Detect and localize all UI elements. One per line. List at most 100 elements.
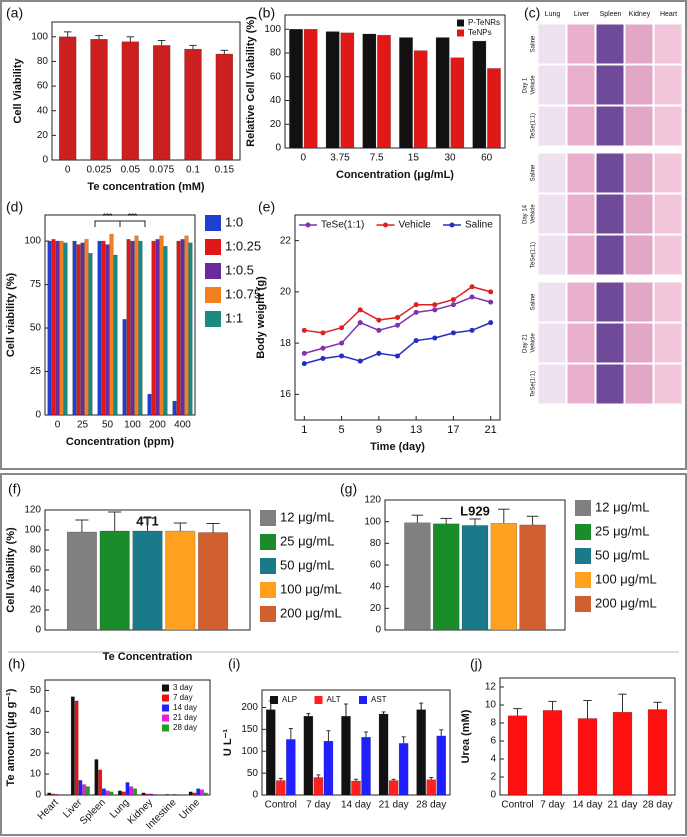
legend-label: AST xyxy=(371,695,387,704)
y-axis-label: Cell viability (%) xyxy=(5,272,17,357)
tissue-image xyxy=(624,234,654,276)
tissue-image xyxy=(653,152,683,194)
x-tick-label: 21 xyxy=(485,424,497,436)
bar xyxy=(118,790,122,796)
marker xyxy=(432,307,438,313)
y-tick-label: 100 xyxy=(364,516,381,527)
bar xyxy=(413,50,428,149)
bar xyxy=(188,242,193,416)
bar xyxy=(163,246,168,416)
panel-label: (d) xyxy=(6,199,23,215)
y-tick-label: 12 xyxy=(485,682,497,693)
y-tick-label: 40 xyxy=(37,105,49,116)
legend-label: 3 day xyxy=(173,683,193,692)
bar xyxy=(58,36,77,161)
bar xyxy=(74,700,79,796)
panel-label: (h) xyxy=(8,656,25,672)
row-label: TeSe(1:1) xyxy=(531,242,537,268)
marker xyxy=(469,327,475,333)
y-tick-label: 120 xyxy=(364,495,381,506)
tissue-image xyxy=(595,234,625,276)
bar xyxy=(63,242,68,416)
bar xyxy=(519,524,546,631)
marker xyxy=(301,361,307,367)
tissue-image xyxy=(566,23,596,65)
bar xyxy=(80,242,85,416)
y-axis-label: Body weight (g) xyxy=(255,276,267,359)
y-tick-label: 200 xyxy=(241,702,258,713)
bar xyxy=(132,530,163,631)
bar xyxy=(361,737,371,796)
x-axis-label: Time (day) xyxy=(370,441,425,453)
tissue-image xyxy=(537,152,567,194)
day-label: Day 21 xyxy=(523,333,529,353)
x-tick-label: 0.05 xyxy=(121,165,141,176)
bar xyxy=(133,788,137,796)
legend-label: 7 day xyxy=(173,693,193,702)
legend-label: 28 day xyxy=(173,723,197,732)
x-tick-label: 7.5 xyxy=(370,153,384,164)
y-tick-label: 0 xyxy=(35,625,41,636)
legend-swatch xyxy=(575,524,591,540)
legend-label: 200 μg/mL xyxy=(280,605,342,620)
y-tick-label: 100 xyxy=(241,746,258,757)
y-tick-label: 10 xyxy=(30,769,42,780)
legend-swatch xyxy=(162,704,169,712)
y-tick-label: 16 xyxy=(280,389,292,400)
x-axis-label: Te concentration (mM) xyxy=(87,181,204,193)
y-tick-label: 50 xyxy=(30,685,42,696)
bar xyxy=(152,794,157,796)
marker xyxy=(339,340,345,346)
marker xyxy=(357,320,363,326)
chart-title: L929 xyxy=(460,503,490,518)
panel-label: (g) xyxy=(340,481,357,497)
legend-marker xyxy=(305,222,311,228)
legend-swatch xyxy=(260,558,276,574)
bar xyxy=(126,239,131,416)
tissue-image xyxy=(653,105,683,147)
bar xyxy=(97,240,102,416)
bar xyxy=(59,240,64,416)
legend-label: Saline xyxy=(465,220,493,231)
legend-swatch xyxy=(205,239,221,255)
bar xyxy=(198,532,229,631)
bar xyxy=(362,33,377,149)
y-tick-label: 20 xyxy=(270,119,282,130)
y-tick-label: 120 xyxy=(24,505,41,516)
plot-frame xyxy=(294,214,501,421)
bar xyxy=(101,788,106,796)
y-tick-label: 8 xyxy=(490,718,496,729)
x-tick-label: 17 xyxy=(447,424,459,436)
bar xyxy=(472,40,487,149)
marker xyxy=(376,327,382,333)
bar xyxy=(151,240,156,416)
legend-label: 25 μg/mL xyxy=(595,523,649,538)
legend-label: TeSe(1:1) xyxy=(321,220,364,231)
y-tick-label: 60 xyxy=(270,71,282,82)
y-tick-label: 60 xyxy=(30,565,42,576)
bar xyxy=(165,530,196,631)
marker xyxy=(357,358,363,364)
bar xyxy=(435,37,450,149)
column-label: Kidney xyxy=(629,11,651,18)
tissue-image xyxy=(595,152,625,194)
bar xyxy=(289,29,303,149)
bar xyxy=(149,793,154,796)
legend-swatch xyxy=(162,694,169,702)
marker xyxy=(413,338,419,344)
plot-frame xyxy=(284,14,506,149)
y-axis-label: Relative Cell Viability (%) xyxy=(245,16,257,147)
legend-label: 1:0.5 xyxy=(225,262,254,277)
legend-swatch xyxy=(260,510,276,526)
bar xyxy=(286,739,296,796)
bar xyxy=(70,696,75,796)
marker xyxy=(357,307,363,313)
y-tick-label: 0 xyxy=(490,790,496,801)
bar xyxy=(436,735,446,796)
bar xyxy=(172,794,177,796)
legend-label: 1:1 xyxy=(225,310,243,325)
tissue-image xyxy=(624,322,654,364)
bar xyxy=(72,240,77,416)
y-tick-label: 50 xyxy=(30,323,42,334)
annotation-bracket xyxy=(119,220,146,227)
